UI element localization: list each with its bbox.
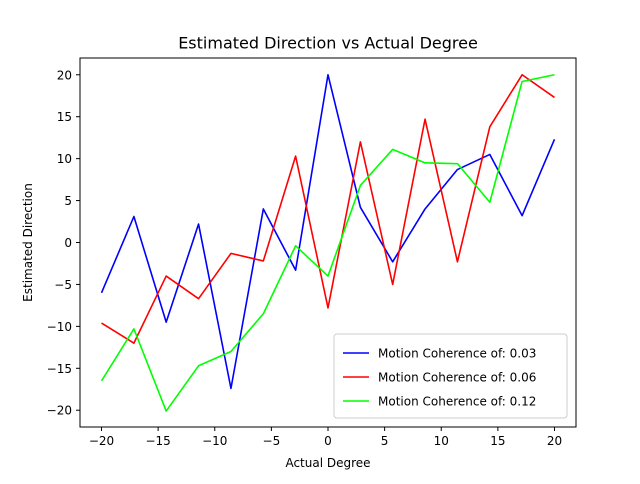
y-tick-label: −5 [54, 278, 72, 292]
y-tick-label: −10 [47, 320, 72, 334]
legend-label-1: Motion Coherence of: 0.03 [378, 347, 536, 361]
y-axis: −20 −15 −10 −5 0 5 10 15 20 [47, 68, 80, 418]
x-axis: −20 −15 −10 −5 0 5 10 15 20 [89, 427, 562, 448]
x-axis-label: Actual Degree [285, 456, 370, 470]
x-tick-label: −5 [263, 434, 281, 448]
series-lines [100, 73, 556, 412]
y-tick-label: 5 [64, 194, 72, 208]
series-line-1 [100, 73, 556, 390]
chart-title: Estimated Direction vs Actual Degree [178, 34, 478, 53]
y-tick-label: 20 [57, 68, 72, 82]
x-tick-label: 5 [381, 434, 389, 448]
y-tick-label: 0 [64, 236, 72, 250]
x-tick-label: −10 [202, 434, 227, 448]
series-line-2 [101, 73, 555, 344]
x-tick-label: 15 [490, 434, 505, 448]
series-line-3 [100, 73, 555, 412]
y-tick-label: 10 [57, 152, 72, 166]
y-tick-label: 15 [57, 110, 72, 124]
x-tick-label: −15 [145, 434, 170, 448]
legend-label-3: Motion Coherence of: 0.12 [378, 395, 536, 409]
x-tick-label: 0 [324, 434, 332, 448]
legend-box [333, 333, 568, 419]
y-axis-label: Estimated Direction [21, 183, 35, 302]
legend-label-2: Motion Coherence of: 0.06 [378, 371, 536, 385]
legend: Motion Coherence of: 0.03 Motion Coherenc… [333, 333, 568, 419]
x-tick-label: −20 [89, 434, 114, 448]
x-tick-label: 20 [547, 434, 562, 448]
y-tick-label: −20 [47, 404, 72, 418]
x-tick-label: 10 [434, 434, 449, 448]
y-tick-label: −15 [47, 362, 72, 376]
